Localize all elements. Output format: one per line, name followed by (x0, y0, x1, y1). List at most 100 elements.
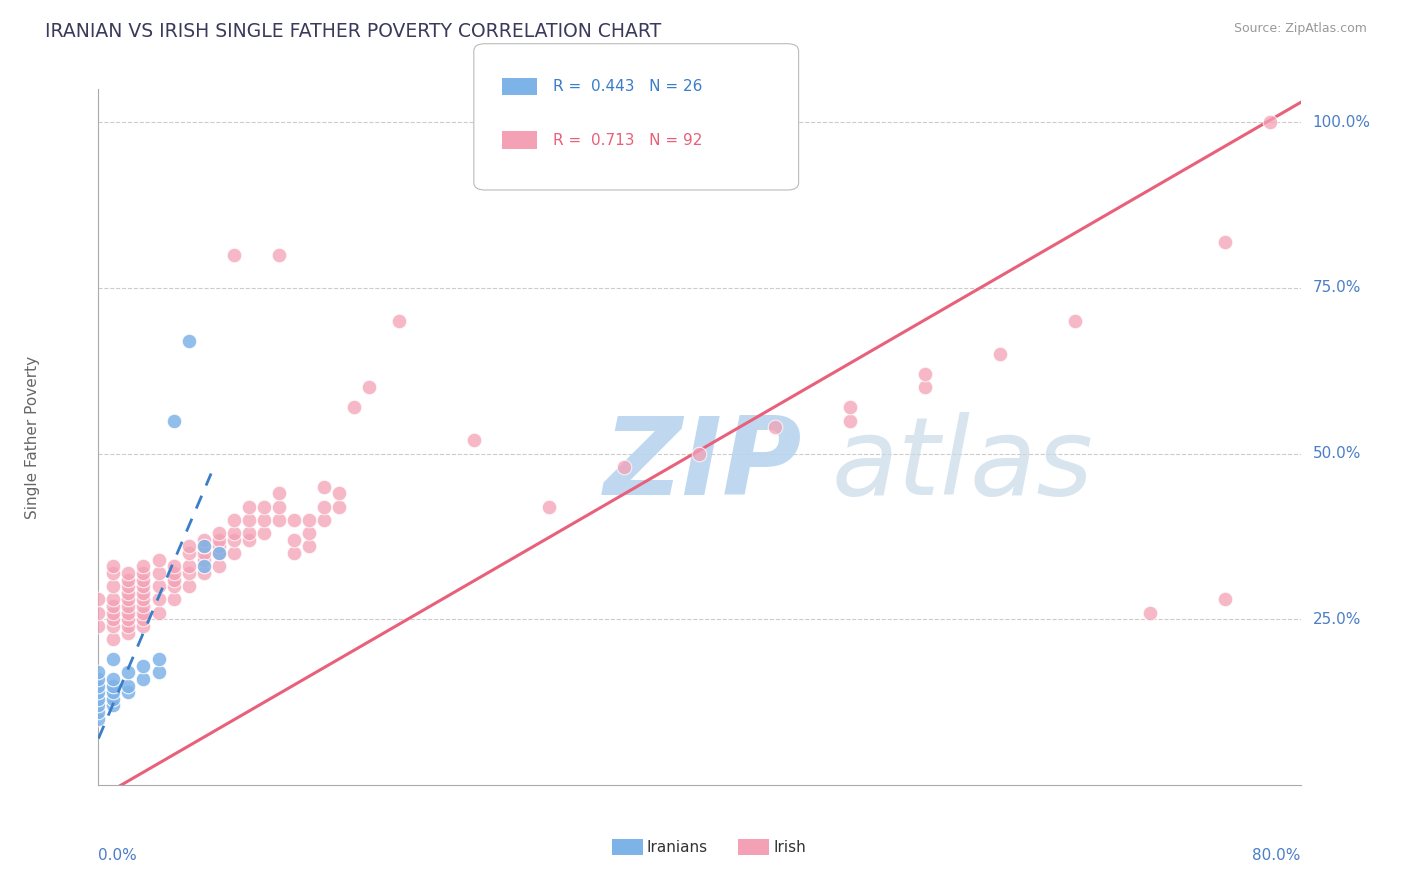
Point (1215, 592, 1237, 607)
Point (132, 612, 155, 626)
Point (208, 540, 231, 554)
Point (87, 672, 110, 686)
Text: Single Father Poverty: Single Father Poverty (25, 356, 39, 518)
Point (132, 592, 155, 607)
Point (177, 559, 200, 574)
Point (87, 679, 110, 693)
Point (87, 619, 110, 633)
Point (613, 459, 636, 474)
Point (208, 533, 231, 547)
Point (208, 546, 231, 560)
Point (208, 559, 231, 574)
Text: 100.0%: 100.0% (1313, 115, 1371, 130)
Point (162, 579, 184, 593)
Point (162, 592, 184, 607)
Point (267, 513, 290, 527)
Text: 75.0%: 75.0% (1313, 280, 1361, 295)
Point (253, 513, 276, 527)
Point (162, 413, 184, 427)
Point (193, 533, 215, 547)
Point (132, 599, 155, 613)
Point (328, 486, 350, 500)
Text: atlas: atlas (832, 412, 1094, 517)
Point (132, 619, 155, 633)
Point (238, 513, 260, 527)
Point (117, 665, 139, 680)
Point (87, 685, 110, 699)
Text: 80.0%: 80.0% (1253, 848, 1301, 863)
Point (1139, 606, 1161, 620)
Point (87, 712, 110, 726)
Point (117, 619, 139, 633)
Point (312, 513, 335, 527)
Point (267, 486, 290, 500)
Point (148, 592, 170, 607)
Point (193, 566, 215, 580)
Point (238, 526, 260, 541)
Point (193, 546, 215, 560)
Point (117, 612, 139, 626)
Point (538, 500, 561, 514)
Point (162, 573, 184, 587)
Point (103, 579, 125, 593)
Point (193, 552, 215, 566)
Point (222, 513, 245, 527)
Point (103, 566, 125, 580)
Point (117, 625, 139, 640)
Point (148, 579, 170, 593)
Point (132, 658, 155, 673)
Point (193, 540, 215, 554)
Point (238, 500, 260, 514)
Point (132, 579, 155, 593)
Point (103, 599, 125, 613)
Text: Source: ZipAtlas.com: Source: ZipAtlas.com (1233, 22, 1367, 36)
Point (87, 691, 110, 706)
Point (117, 679, 139, 693)
Point (312, 500, 335, 514)
Point (193, 540, 215, 554)
Point (117, 586, 139, 600)
Point (117, 573, 139, 587)
Point (238, 533, 260, 547)
Point (763, 420, 786, 434)
Text: Irish: Irish (773, 840, 806, 855)
Point (87, 606, 110, 620)
Point (312, 480, 335, 494)
Point (177, 579, 200, 593)
Text: R =  0.443   N = 26: R = 0.443 N = 26 (553, 79, 702, 94)
Point (357, 380, 380, 394)
Point (148, 566, 170, 580)
Point (1215, 235, 1237, 249)
Point (193, 559, 215, 574)
Point (117, 579, 139, 593)
Point (177, 334, 200, 348)
Point (208, 526, 231, 541)
Point (298, 526, 321, 541)
Point (132, 559, 155, 574)
Point (283, 513, 305, 527)
Point (117, 566, 139, 580)
Point (343, 401, 366, 415)
Text: 50.0%: 50.0% (1313, 446, 1361, 461)
Point (103, 592, 125, 607)
Point (117, 606, 139, 620)
Point (208, 546, 231, 560)
Point (87, 665, 110, 680)
Point (222, 546, 245, 560)
Point (132, 586, 155, 600)
Point (267, 500, 290, 514)
Point (1064, 314, 1087, 328)
Point (253, 526, 276, 541)
Point (388, 314, 411, 328)
Point (103, 691, 125, 706)
Point (87, 705, 110, 719)
Point (103, 612, 125, 626)
Point (222, 248, 245, 262)
Point (103, 652, 125, 666)
Point (463, 434, 485, 448)
Point (267, 248, 290, 262)
Point (103, 672, 125, 686)
Point (162, 559, 184, 574)
Point (132, 606, 155, 620)
Point (117, 599, 139, 613)
